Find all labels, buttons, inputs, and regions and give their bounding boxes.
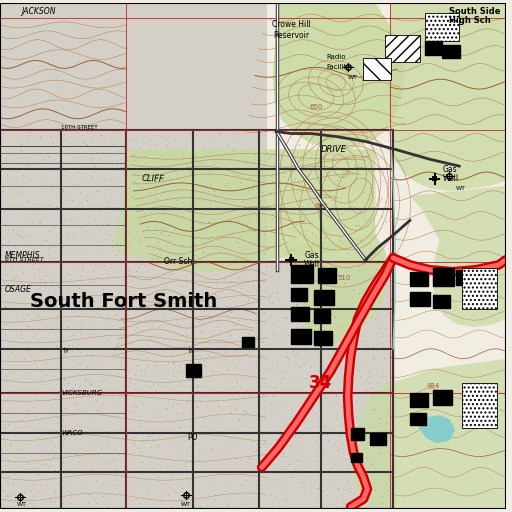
Bar bbox=[351, 428, 365, 440]
Text: High Sch: High Sch bbox=[450, 16, 491, 26]
Bar bbox=[370, 433, 386, 444]
Text: 650: 650 bbox=[309, 104, 323, 110]
Text: Gas: Gas bbox=[304, 250, 319, 260]
Text: MEMPHIS: MEMPHIS bbox=[5, 250, 40, 260]
Polygon shape bbox=[114, 150, 375, 272]
Bar bbox=[433, 294, 451, 308]
Text: Reservoir: Reservoir bbox=[273, 31, 309, 40]
Bar bbox=[314, 309, 330, 323]
Text: South Fort Smith: South Fort Smith bbox=[30, 292, 217, 311]
Text: WT: WT bbox=[456, 186, 466, 191]
Text: Radio: Radio bbox=[326, 54, 346, 60]
Bar bbox=[433, 268, 454, 286]
Text: 16TH STREET: 16TH STREET bbox=[61, 124, 98, 130]
Polygon shape bbox=[0, 3, 267, 132]
Text: South Side: South Side bbox=[450, 7, 501, 15]
Text: DRIVE: DRIVE bbox=[321, 145, 347, 154]
Text: WT: WT bbox=[181, 502, 190, 507]
Text: 600: 600 bbox=[314, 203, 328, 208]
Bar bbox=[433, 390, 452, 405]
Bar bbox=[289, 258, 294, 263]
Text: WT: WT bbox=[17, 502, 27, 507]
Bar bbox=[291, 329, 311, 344]
Bar bbox=[385, 35, 420, 62]
Text: PO: PO bbox=[187, 433, 198, 442]
Text: Orr Sch: Orr Sch bbox=[164, 258, 193, 266]
Text: 6TH STREET: 6TH STREET bbox=[5, 258, 44, 263]
Text: 510: 510 bbox=[338, 275, 351, 281]
Bar bbox=[410, 393, 428, 407]
Polygon shape bbox=[282, 235, 390, 344]
Text: ST: ST bbox=[65, 346, 70, 352]
Text: WACO: WACO bbox=[61, 430, 83, 436]
Bar bbox=[410, 413, 425, 425]
Text: 484: 484 bbox=[426, 383, 440, 389]
Text: Crowe Hill: Crowe Hill bbox=[272, 20, 311, 29]
Text: Well: Well bbox=[304, 261, 321, 269]
Bar bbox=[462, 383, 497, 428]
Text: WT: WT bbox=[348, 75, 358, 80]
Polygon shape bbox=[420, 416, 454, 443]
Text: VICKSBURG: VICKSBURG bbox=[61, 390, 102, 396]
Bar bbox=[462, 268, 497, 309]
Text: JACKSON: JACKSON bbox=[22, 7, 56, 15]
Polygon shape bbox=[272, 3, 405, 150]
Bar bbox=[314, 290, 334, 305]
Bar bbox=[291, 307, 309, 321]
Polygon shape bbox=[267, 3, 506, 260]
Text: Gas: Gas bbox=[442, 164, 457, 174]
Bar bbox=[351, 453, 362, 462]
Bar bbox=[314, 331, 332, 345]
Polygon shape bbox=[351, 359, 506, 509]
Polygon shape bbox=[410, 186, 506, 327]
Bar bbox=[291, 288, 307, 302]
Bar bbox=[432, 177, 437, 181]
Text: OSAGE: OSAGE bbox=[5, 285, 32, 294]
Polygon shape bbox=[388, 3, 506, 191]
Text: 34: 34 bbox=[309, 374, 333, 392]
Bar bbox=[456, 270, 474, 285]
Bar bbox=[291, 265, 313, 283]
Bar bbox=[410, 291, 430, 306]
Text: Well: Well bbox=[442, 175, 459, 183]
Bar bbox=[442, 45, 460, 58]
Text: CLIFF: CLIFF bbox=[141, 174, 165, 184]
Bar bbox=[318, 268, 336, 283]
Bar bbox=[186, 364, 202, 377]
Bar bbox=[364, 58, 391, 80]
Text: ST: ST bbox=[190, 346, 195, 352]
Bar bbox=[424, 13, 459, 40]
Bar bbox=[424, 40, 442, 54]
Text: Facility: Facility bbox=[326, 65, 350, 70]
Polygon shape bbox=[0, 132, 395, 509]
Bar bbox=[410, 272, 428, 286]
Bar bbox=[242, 337, 254, 347]
